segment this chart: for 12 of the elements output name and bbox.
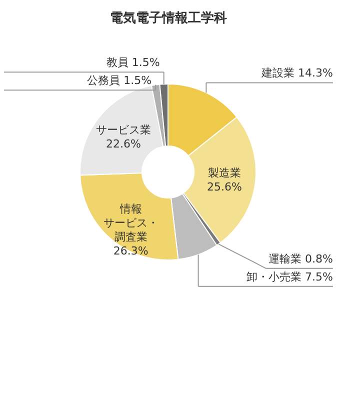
data-label: 22.6% (106, 137, 141, 150)
chart-title: 電気電子情報工学科 (110, 11, 227, 26)
slice-label: 公務員 1.5% (87, 74, 152, 88)
slice-label: サービス業 (96, 123, 151, 136)
slice-label: 製造業 (208, 166, 242, 180)
slice-label: 情報サービス・調査業 (103, 202, 158, 244)
slice-label: 建設業 14.3% (260, 66, 333, 80)
data-label: 26.3% (113, 244, 148, 258)
slice-label: 卸・小売業 7.5% (246, 270, 333, 284)
slice-label: 運輸業 0.8% (268, 252, 333, 266)
slice-label: 教員 1.5% (106, 56, 160, 70)
data-label: 25.6% (207, 180, 242, 194)
